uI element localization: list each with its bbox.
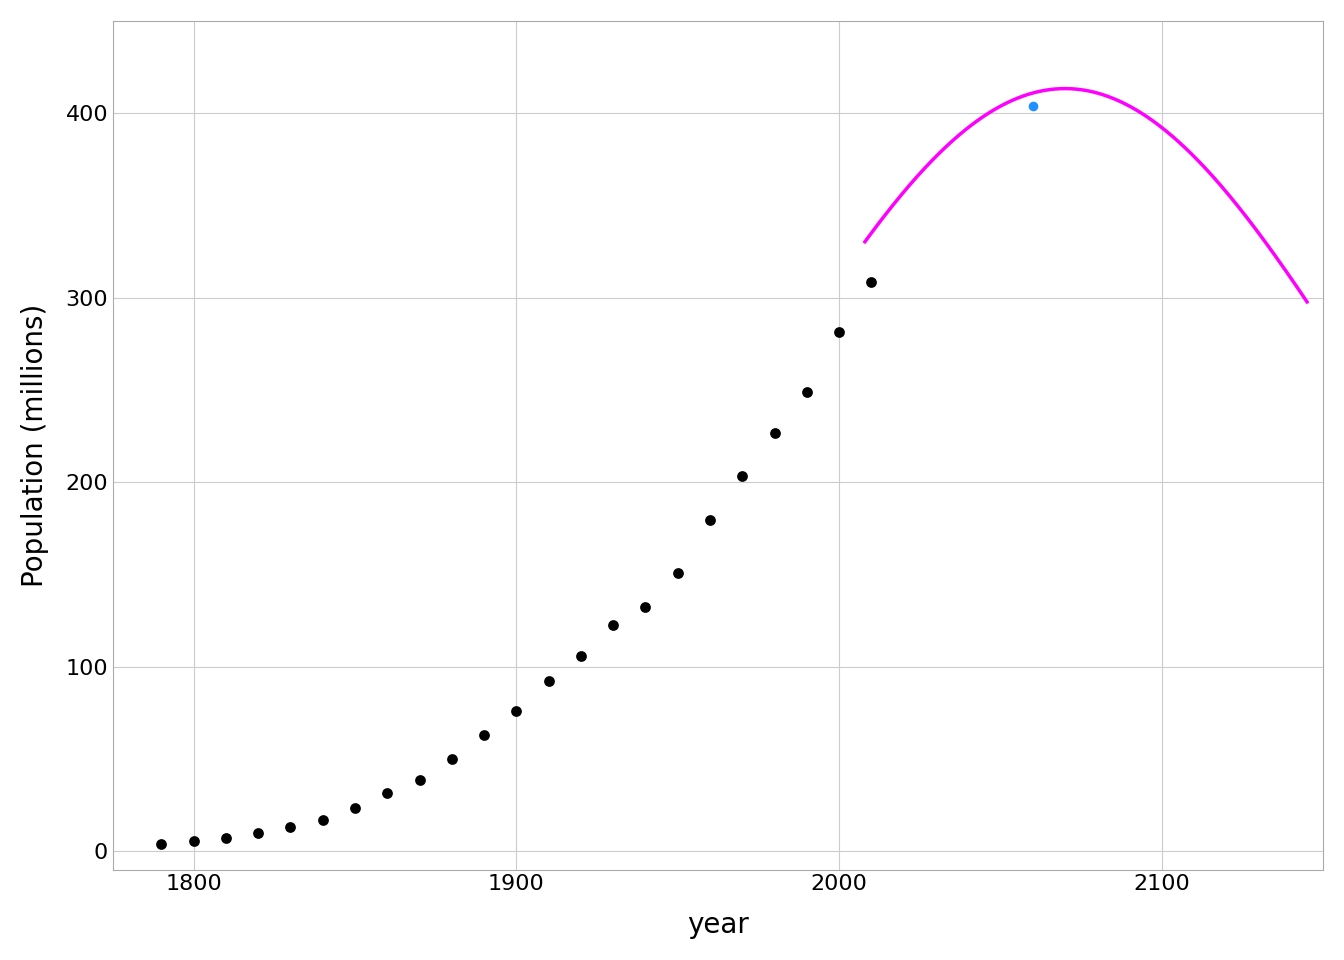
Point [828, 324, 849, 340]
Point [860, 274, 882, 289]
Point [570, 648, 591, 663]
Point [796, 385, 817, 400]
Point [602, 617, 624, 633]
Point [538, 673, 559, 688]
Point [731, 468, 753, 484]
Point [183, 833, 204, 849]
Point [215, 830, 237, 846]
Point [247, 826, 269, 841]
Y-axis label: Population (millions): Population (millions) [22, 303, 48, 587]
Point [409, 772, 430, 787]
Point [699, 513, 720, 528]
X-axis label: year: year [687, 911, 749, 939]
Point [1021, 98, 1043, 113]
Point [151, 836, 172, 852]
Point [312, 812, 333, 828]
Point [473, 728, 495, 743]
Point [634, 600, 656, 615]
Point [280, 820, 301, 835]
Point [505, 703, 527, 718]
Point [344, 801, 366, 816]
Point [376, 785, 398, 801]
Point [441, 751, 462, 766]
Point [667, 565, 688, 581]
Point [763, 425, 785, 441]
